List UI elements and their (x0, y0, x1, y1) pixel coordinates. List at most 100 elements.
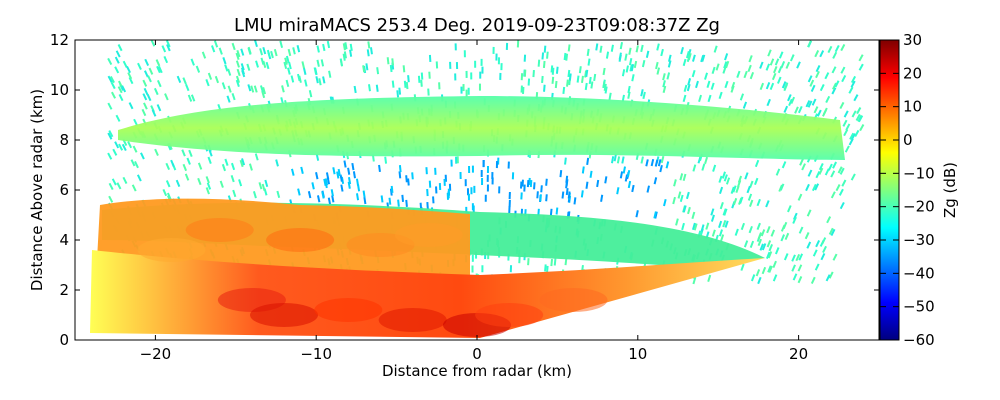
echo-speck (255, 60, 259, 68)
echo-speck (573, 197, 577, 205)
echo-speck (434, 167, 437, 175)
echo-speck (482, 160, 485, 168)
echo-speck (768, 265, 773, 273)
echo-speck (633, 60, 638, 69)
echo-speck (705, 222, 710, 230)
echo-speck (759, 243, 764, 251)
echo-speck (754, 177, 759, 186)
echo-speck (691, 54, 696, 62)
echo-speck (848, 86, 854, 94)
echo-speck (769, 82, 775, 90)
echo-speck (254, 153, 259, 161)
echo-speck (176, 75, 182, 83)
echo-speck (757, 276, 762, 285)
echo-speck (798, 253, 804, 261)
echo-speck (682, 205, 687, 213)
echo-speck (460, 86, 463, 94)
echo-speck (806, 241, 812, 249)
y-axis: 0 2 4 6 8 10 12 (50, 31, 879, 349)
echo-speck (640, 44, 644, 53)
echo-speck (300, 166, 304, 175)
echo-speck (665, 161, 670, 169)
echo-speck (565, 175, 569, 183)
echo-speck (710, 82, 715, 90)
echo-speck (388, 197, 392, 205)
y-tick-label: 0 (59, 331, 69, 349)
echo-speck (273, 49, 278, 57)
echo-speck (471, 254, 474, 262)
echo-speck (810, 84, 816, 92)
echo-speck (807, 40, 812, 48)
echo-speck (564, 258, 568, 266)
intense-cell (185, 218, 254, 242)
echo-speck (136, 174, 142, 182)
echo-speck (133, 118, 139, 126)
echo-speck (814, 50, 820, 58)
echo-speck (108, 130, 114, 138)
echo-speck (258, 182, 263, 190)
echo-speck (701, 163, 706, 171)
colorbar (879, 39, 900, 341)
echo-speck (195, 65, 201, 73)
echo-speck (520, 73, 524, 81)
echo-speck (398, 171, 402, 179)
echo-speck (619, 171, 624, 179)
echo-speck (595, 43, 599, 51)
echo-speck (363, 196, 367, 205)
echo-speck (366, 49, 370, 57)
echo-speck (148, 67, 154, 75)
echo-speck (838, 188, 844, 196)
echo-speck (131, 184, 137, 192)
echo-speck (587, 58, 591, 66)
x-tick-label: 0 (472, 345, 482, 363)
echo-speck (318, 78, 322, 86)
echo-speck (766, 225, 771, 234)
echo-speck (589, 170, 593, 178)
echo-speck (848, 138, 854, 146)
echo-speck (322, 76, 326, 84)
echo-speck (698, 94, 703, 103)
echo-speck (736, 70, 741, 78)
echo-speck (537, 208, 540, 216)
echo-speck (686, 83, 691, 92)
echo-speck (455, 156, 458, 164)
echo-speck (316, 59, 320, 67)
echo-speck (679, 173, 684, 181)
echo-speck (677, 191, 682, 199)
echo-speck (130, 159, 136, 167)
echo-speck (662, 85, 667, 94)
echo-speck (565, 53, 569, 61)
echo-speck (156, 65, 161, 74)
echo-speck (342, 43, 346, 51)
echo-speck (682, 173, 687, 182)
echo-speck (343, 160, 347, 168)
echo-speck (446, 192, 449, 200)
echo-speck (710, 208, 715, 216)
echo-speck (545, 265, 549, 274)
echo-speck (796, 61, 801, 69)
echo-speck (127, 141, 133, 149)
echo-speck (765, 63, 771, 71)
echo-speck (627, 85, 631, 94)
echo-speck (127, 72, 133, 80)
echo-speck (635, 210, 639, 218)
echo-speck (499, 72, 502, 80)
intense-cell (250, 303, 319, 327)
echo-speck (352, 171, 356, 179)
echo-speck (778, 51, 784, 59)
echo-speck (628, 47, 632, 55)
echo-speck (749, 240, 755, 248)
echo-speck (384, 156, 388, 164)
echo-speck (616, 156, 621, 164)
echo-speck (331, 195, 335, 203)
echo-speck (853, 94, 859, 102)
echo-speck (397, 199, 400, 207)
y-tick-label: 8 (59, 131, 69, 149)
echo-speck (604, 86, 608, 94)
echo-speck (156, 104, 162, 112)
echo-speck (734, 228, 739, 236)
echo-speck (642, 91, 646, 100)
echo-speck (720, 234, 725, 242)
echo-speck (744, 172, 749, 180)
echo-speck (746, 185, 751, 194)
